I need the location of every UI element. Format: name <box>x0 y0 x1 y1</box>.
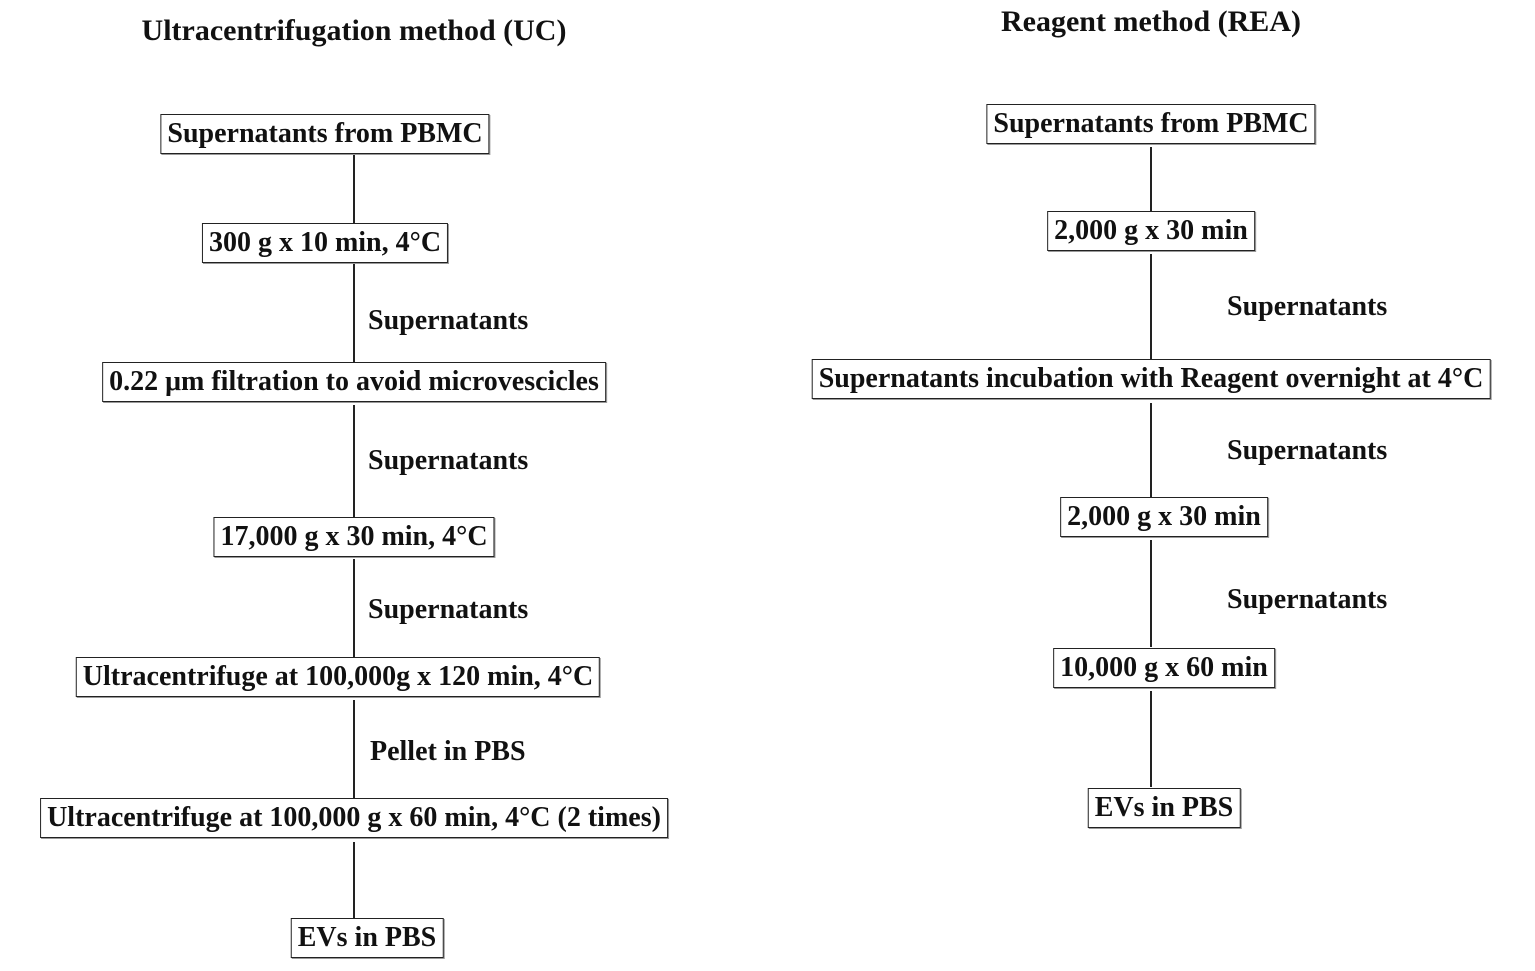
uc-connector-1 <box>353 155 355 225</box>
rea-title: Reagent method (REA) <box>1001 5 1301 38</box>
uc-step-ultracentrifuge-120: Ultracentrifuge at 100,000g x 120 min, 4… <box>75 657 601 697</box>
uc-label-pellet-in-pbs: Pellet in PBS <box>370 736 526 767</box>
uc-title: Ultracentrifugation method (UC) <box>141 14 567 47</box>
uc-label-supernatants-2: Supernatants <box>368 445 529 476</box>
rea-step-reagent-incubation: Supernatants incubation with Reagent ove… <box>811 359 1491 399</box>
rea-label-supernatants-3: Supernatants <box>1227 584 1388 615</box>
rea-connector-2 <box>1150 254 1152 359</box>
uc-connector-5 <box>353 700 355 798</box>
uc-step-filtration: 0.22 μm filtration to avoid microvescicl… <box>102 362 606 402</box>
uc-connector-4 <box>353 559 355 657</box>
rea-step-evs-in-pbs: EVs in PBS <box>1087 788 1241 828</box>
uc-connector-3 <box>353 405 355 517</box>
uc-step-ultracentrifuge-60: Ultracentrifuge at 100,000 g x 60 min, 4… <box>40 798 668 838</box>
rea-connector-3 <box>1150 403 1152 497</box>
rea-connector-1 <box>1150 147 1152 211</box>
rea-connector-5 <box>1150 691 1152 787</box>
uc-step-300g-spin: 300 g x 10 min, 4°C <box>201 223 449 263</box>
rea-step-supernatants-from-pbmc: Supernatants from PBMC <box>986 104 1316 144</box>
uc-label-supernatants-1: Supernatants <box>368 305 529 336</box>
uc-connector-6 <box>353 842 355 918</box>
uc-step-evs-in-pbs: EVs in PBS <box>290 918 444 958</box>
rea-label-supernatants-1: Supernatants <box>1227 291 1388 322</box>
uc-step-supernatants-from-pbmc: Supernatants from PBMC <box>160 114 490 154</box>
uc-step-17000g-spin: 17,000 g x 30 min, 4°C <box>213 517 495 557</box>
rea-connector-4 <box>1150 540 1152 647</box>
rea-label-supernatants-2: Supernatants <box>1227 435 1388 466</box>
rea-step-10000g-spin: 10,000 g x 60 min <box>1053 648 1275 688</box>
rea-step-2000g-spin-1: 2,000 g x 30 min <box>1047 211 1255 251</box>
rea-step-2000g-spin-2: 2,000 g x 30 min <box>1060 497 1268 537</box>
uc-label-supernatants-3: Supernatants <box>368 594 529 625</box>
uc-connector-2 <box>353 264 355 362</box>
